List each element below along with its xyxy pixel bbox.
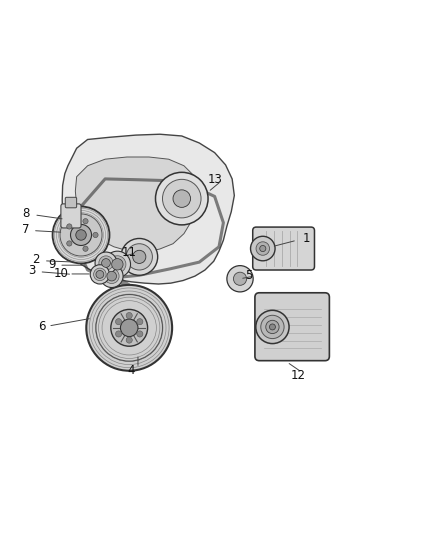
Circle shape (173, 190, 191, 207)
Text: 13: 13 (207, 173, 222, 186)
Text: 1: 1 (303, 231, 311, 245)
Circle shape (86, 285, 172, 371)
Circle shape (109, 256, 126, 273)
Circle shape (116, 319, 122, 325)
Circle shape (137, 331, 143, 337)
Circle shape (256, 242, 269, 255)
Circle shape (120, 319, 138, 336)
Circle shape (99, 256, 113, 270)
Circle shape (83, 246, 88, 252)
FancyBboxPatch shape (255, 293, 329, 361)
Circle shape (95, 252, 117, 274)
Circle shape (71, 224, 92, 246)
Circle shape (96, 270, 104, 278)
Circle shape (260, 246, 266, 252)
Circle shape (67, 241, 72, 246)
Text: 4: 4 (127, 364, 135, 377)
Text: 8: 8 (23, 207, 30, 221)
Circle shape (60, 214, 102, 256)
Circle shape (90, 265, 110, 284)
Circle shape (126, 337, 132, 343)
Circle shape (111, 310, 148, 346)
Circle shape (53, 206, 110, 263)
Circle shape (227, 265, 253, 292)
Circle shape (112, 259, 123, 270)
Circle shape (93, 232, 98, 238)
Text: 7: 7 (21, 223, 29, 236)
Circle shape (251, 236, 275, 261)
Circle shape (104, 251, 131, 278)
Circle shape (256, 310, 289, 344)
Circle shape (137, 319, 143, 325)
Text: 11: 11 (122, 246, 137, 259)
Polygon shape (75, 157, 199, 253)
Circle shape (233, 272, 247, 285)
Circle shape (94, 268, 106, 281)
Text: 10: 10 (54, 266, 69, 280)
Circle shape (269, 324, 276, 330)
Circle shape (102, 259, 110, 268)
Text: 9: 9 (48, 258, 56, 271)
FancyBboxPatch shape (253, 227, 314, 270)
Circle shape (67, 224, 72, 229)
Text: 5: 5 (245, 269, 252, 282)
Circle shape (126, 244, 152, 270)
Circle shape (126, 312, 132, 319)
Circle shape (133, 251, 146, 263)
Text: 12: 12 (290, 369, 305, 382)
Circle shape (266, 320, 279, 334)
Circle shape (104, 269, 119, 284)
Circle shape (76, 230, 86, 240)
Circle shape (116, 331, 122, 337)
Circle shape (155, 172, 208, 225)
Text: 3: 3 (28, 264, 35, 277)
Circle shape (261, 316, 284, 338)
Circle shape (162, 179, 201, 218)
Circle shape (83, 219, 88, 224)
Circle shape (121, 238, 158, 275)
Circle shape (100, 265, 123, 287)
Circle shape (107, 271, 117, 281)
FancyBboxPatch shape (61, 204, 81, 228)
FancyBboxPatch shape (65, 197, 77, 208)
Polygon shape (62, 134, 234, 284)
Text: 6: 6 (38, 320, 46, 334)
Text: 2: 2 (32, 253, 40, 266)
